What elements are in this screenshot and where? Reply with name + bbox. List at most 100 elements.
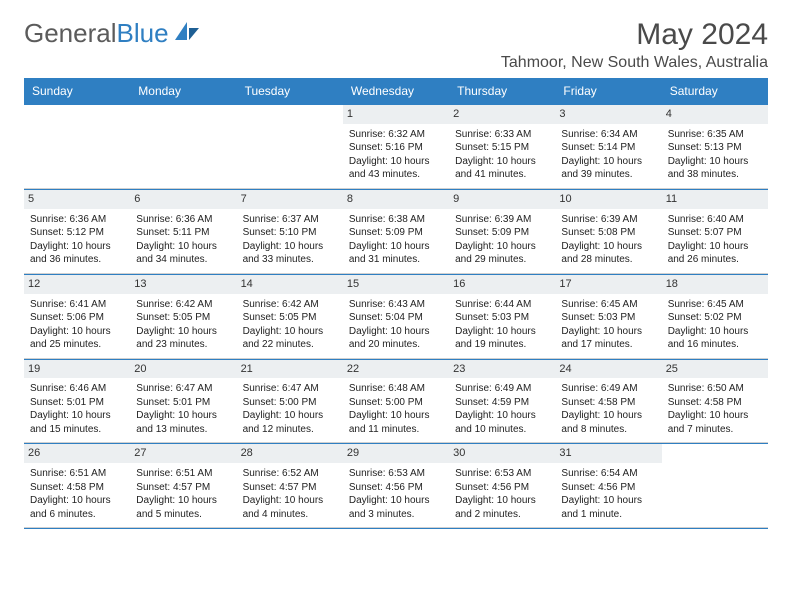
day-sunrise: Sunrise: 6:32 AM (349, 128, 443, 142)
calendar-day-empty (24, 105, 130, 189)
calendar-day: 29Sunrise: 6:53 AMSunset: 4:56 PMDayligh… (343, 444, 449, 528)
day-sunrise: Sunrise: 6:54 AM (561, 467, 655, 481)
day-sunrise: Sunrise: 6:37 AM (243, 213, 337, 227)
day-daylight2: and 28 minutes. (561, 253, 655, 267)
day-daylight2: and 17 minutes. (561, 338, 655, 352)
calendar-week: 26Sunrise: 6:51 AMSunset: 4:58 PMDayligh… (24, 443, 768, 529)
day-sunrise: Sunrise: 6:39 AM (561, 213, 655, 227)
day-daylight1: Daylight: 10 hours (455, 409, 549, 423)
calendar-day: 16Sunrise: 6:44 AMSunset: 5:03 PMDayligh… (449, 275, 555, 359)
day-number: 15 (343, 275, 449, 294)
day-daylight1: Daylight: 10 hours (455, 240, 549, 254)
day-sunset: Sunset: 5:04 PM (349, 311, 443, 325)
day-sunset: Sunset: 5:05 PM (136, 311, 230, 325)
day-number: 20 (130, 360, 236, 379)
weekday-header: Monday (130, 78, 236, 104)
calendar-header-row: SundayMondayTuesdayWednesdayThursdayFrid… (24, 78, 768, 104)
day-sunrise: Sunrise: 6:45 AM (561, 298, 655, 312)
day-daylight2: and 11 minutes. (349, 423, 443, 437)
day-number: 29 (343, 444, 449, 463)
calendar-day: 11Sunrise: 6:40 AMSunset: 5:07 PMDayligh… (662, 190, 768, 274)
day-sunset: Sunset: 5:08 PM (561, 226, 655, 240)
day-daylight2: and 36 minutes. (30, 253, 124, 267)
day-sunset: Sunset: 5:13 PM (668, 141, 762, 155)
day-sunrise: Sunrise: 6:51 AM (136, 467, 230, 481)
day-daylight1: Daylight: 10 hours (668, 240, 762, 254)
day-daylight1: Daylight: 10 hours (561, 155, 655, 169)
day-number: 14 (237, 275, 343, 294)
day-daylight2: and 7 minutes. (668, 423, 762, 437)
day-sunset: Sunset: 5:03 PM (455, 311, 549, 325)
day-daylight1: Daylight: 10 hours (668, 155, 762, 169)
day-sunrise: Sunrise: 6:41 AM (30, 298, 124, 312)
day-sunrise: Sunrise: 6:53 AM (349, 467, 443, 481)
day-daylight2: and 13 minutes. (136, 423, 230, 437)
day-number: 21 (237, 360, 343, 379)
day-sunset: Sunset: 5:00 PM (349, 396, 443, 410)
calendar-day: 3Sunrise: 6:34 AMSunset: 5:14 PMDaylight… (555, 105, 661, 189)
day-daylight1: Daylight: 10 hours (349, 325, 443, 339)
day-daylight1: Daylight: 10 hours (561, 494, 655, 508)
weekday-header: Saturday (662, 78, 768, 104)
calendar-day: 24Sunrise: 6:49 AMSunset: 4:58 PMDayligh… (555, 360, 661, 444)
calendar-day: 7Sunrise: 6:37 AMSunset: 5:10 PMDaylight… (237, 190, 343, 274)
brand-logo: GeneralBlue (24, 18, 201, 49)
day-sunrise: Sunrise: 6:53 AM (455, 467, 549, 481)
day-number: 10 (555, 190, 661, 209)
day-sunset: Sunset: 5:10 PM (243, 226, 337, 240)
day-sunrise: Sunrise: 6:47 AM (136, 382, 230, 396)
weekday-header: Wednesday (343, 78, 449, 104)
day-daylight2: and 15 minutes. (30, 423, 124, 437)
calendar-day: 18Sunrise: 6:45 AMSunset: 5:02 PMDayligh… (662, 275, 768, 359)
day-number: 12 (24, 275, 130, 294)
calendar-page: GeneralBlue May 2024 Tahmoor, New South … (0, 0, 792, 612)
day-sunrise: Sunrise: 6:49 AM (561, 382, 655, 396)
day-number: 23 (449, 360, 555, 379)
day-daylight2: and 12 minutes. (243, 423, 337, 437)
day-daylight1: Daylight: 10 hours (668, 409, 762, 423)
day-daylight2: and 19 minutes. (455, 338, 549, 352)
day-daylight2: and 26 minutes. (668, 253, 762, 267)
day-daylight2: and 22 minutes. (243, 338, 337, 352)
day-number: 25 (662, 360, 768, 379)
day-sunrise: Sunrise: 6:34 AM (561, 128, 655, 142)
calendar-day: 8Sunrise: 6:38 AMSunset: 5:09 PMDaylight… (343, 190, 449, 274)
day-sunrise: Sunrise: 6:39 AM (455, 213, 549, 227)
day-sunset: Sunset: 4:56 PM (349, 481, 443, 495)
day-number: 24 (555, 360, 661, 379)
calendar-grid: SundayMondayTuesdayWednesdayThursdayFrid… (24, 78, 768, 529)
calendar-day: 5Sunrise: 6:36 AMSunset: 5:12 PMDaylight… (24, 190, 130, 274)
day-sunset: Sunset: 4:58 PM (561, 396, 655, 410)
day-daylight2: and 8 minutes. (561, 423, 655, 437)
day-daylight1: Daylight: 10 hours (243, 494, 337, 508)
calendar-week: 12Sunrise: 6:41 AMSunset: 5:06 PMDayligh… (24, 274, 768, 359)
calendar-day: 22Sunrise: 6:48 AMSunset: 5:00 PMDayligh… (343, 360, 449, 444)
day-daylight1: Daylight: 10 hours (668, 325, 762, 339)
day-daylight1: Daylight: 10 hours (136, 325, 230, 339)
day-sunrise: Sunrise: 6:40 AM (668, 213, 762, 227)
day-sunset: Sunset: 5:01 PM (136, 396, 230, 410)
calendar-day: 21Sunrise: 6:47 AMSunset: 5:00 PMDayligh… (237, 360, 343, 444)
location-text: Tahmoor, New South Wales, Australia (501, 54, 768, 72)
day-daylight2: and 16 minutes. (668, 338, 762, 352)
day-number: 1 (343, 105, 449, 124)
day-sunset: Sunset: 5:09 PM (455, 226, 549, 240)
calendar-day: 17Sunrise: 6:45 AMSunset: 5:03 PMDayligh… (555, 275, 661, 359)
day-sunrise: Sunrise: 6:47 AM (243, 382, 337, 396)
day-sunrise: Sunrise: 6:44 AM (455, 298, 549, 312)
sail-icon (173, 18, 201, 49)
day-sunset: Sunset: 5:00 PM (243, 396, 337, 410)
day-sunset: Sunset: 5:15 PM (455, 141, 549, 155)
day-sunrise: Sunrise: 6:36 AM (136, 213, 230, 227)
day-number: 4 (662, 105, 768, 124)
day-number: 13 (130, 275, 236, 294)
day-daylight1: Daylight: 10 hours (243, 240, 337, 254)
calendar-week: 1Sunrise: 6:32 AMSunset: 5:16 PMDaylight… (24, 104, 768, 189)
calendar-day: 31Sunrise: 6:54 AMSunset: 4:56 PMDayligh… (555, 444, 661, 528)
day-sunset: Sunset: 4:56 PM (561, 481, 655, 495)
day-daylight1: Daylight: 10 hours (561, 240, 655, 254)
day-number: 9 (449, 190, 555, 209)
calendar-day: 30Sunrise: 6:53 AMSunset: 4:56 PMDayligh… (449, 444, 555, 528)
calendar-week: 5Sunrise: 6:36 AMSunset: 5:12 PMDaylight… (24, 189, 768, 274)
day-daylight2: and 3 minutes. (349, 508, 443, 522)
